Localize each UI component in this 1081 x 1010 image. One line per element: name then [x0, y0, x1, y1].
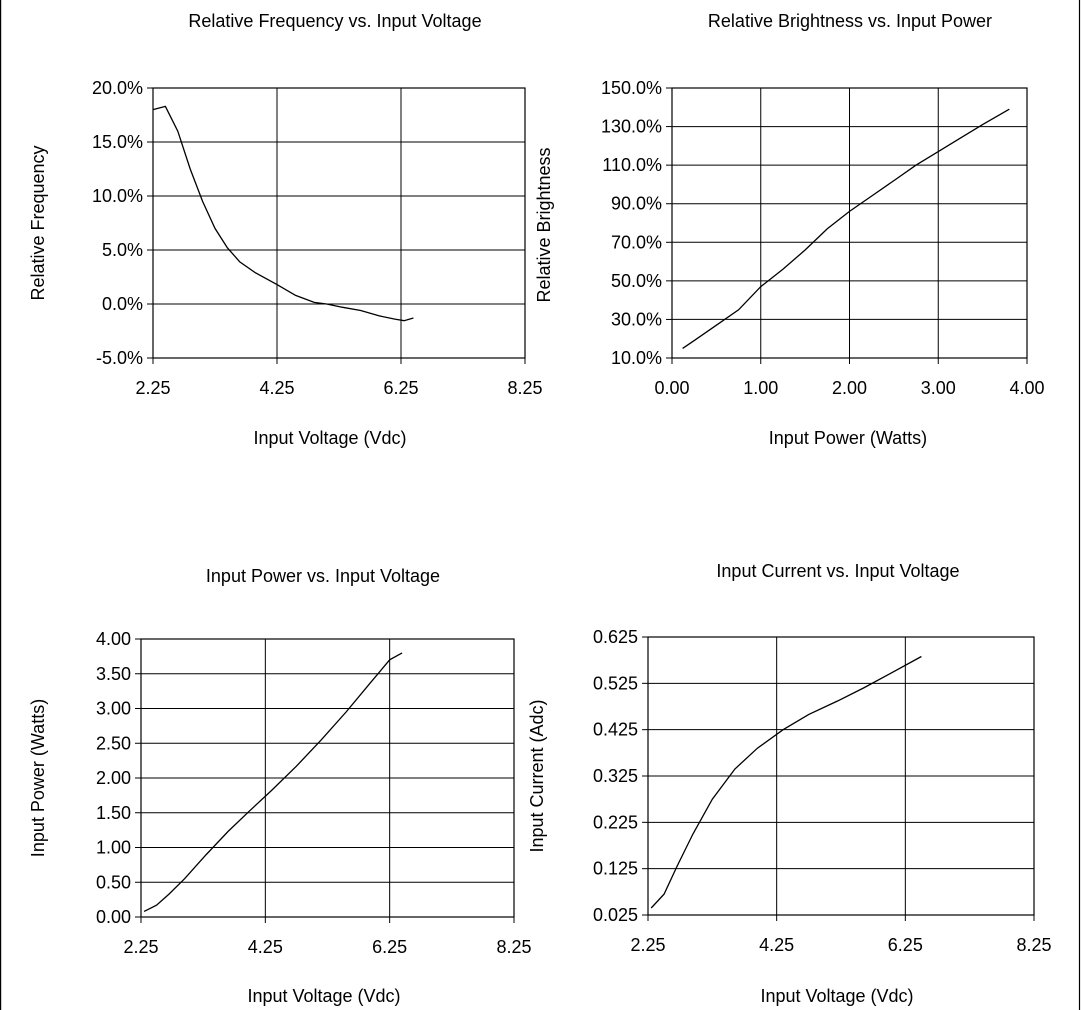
y-tick-label: 0.525	[593, 673, 638, 693]
y-tick-label: 0.0%	[102, 294, 143, 314]
y-axis-label: Relative Frequency	[28, 145, 48, 300]
data-line	[152, 105, 414, 322]
tick-marks	[135, 638, 515, 923]
y-tick-label: 0.00	[96, 907, 131, 927]
y-tick-label: 0.125	[593, 859, 638, 879]
chart-title: Input Power vs. Input Voltage	[206, 566, 440, 586]
tick-marks	[666, 87, 1028, 364]
x-axis-label: Input Voltage (Vdc)	[247, 986, 400, 1006]
y-tick-label: 2.00	[96, 768, 131, 788]
x-tick-labels: 2.25 4.25 6.25 8.25	[123, 937, 531, 957]
tick-marks	[147, 87, 526, 364]
y-tick-label: 1.00	[96, 838, 131, 858]
y-tick-label: 0.325	[593, 766, 638, 786]
y-tick-labels: 0.00 0.50 1.00 1.50 2.00 2.50 3.00 3.50 4.00	[96, 629, 131, 927]
data-line	[143, 652, 403, 912]
x-axis-label: Input Power (Watts)	[769, 428, 927, 448]
x-tick-labels: 0.00 1.00 2.00 3.00 4.00	[654, 378, 1044, 398]
x-axis-label: Input Voltage (Vdc)	[760, 986, 913, 1006]
y-tick-label: 130.0%	[601, 117, 662, 137]
y-tick-label: -5.0%	[96, 348, 143, 368]
y-tick-label: 90.0%	[611, 194, 662, 214]
y-tick-labels: 0.025 0.125 0.225 0.325 0.425 0.525 0.625	[593, 627, 638, 925]
x-tick-label: 0.00	[654, 378, 689, 398]
y-tick-label: 110.0%	[602, 155, 662, 175]
x-tick-label: 8.25	[1016, 935, 1051, 955]
y-tick-label: 10.0%	[611, 348, 662, 368]
x-tick-label: 4.25	[759, 935, 794, 955]
y-axis-label: Input Current (Adc)	[527, 699, 547, 852]
y-tick-label: 0.225	[593, 812, 638, 832]
x-tick-labels: 2.25 4.25 6.25 8.25	[135, 378, 542, 398]
y-tick-label: 70.0%	[611, 232, 662, 252]
data-line	[682, 108, 1010, 349]
x-tick-label: 2.25	[135, 378, 170, 398]
x-tick-label: 2.25	[123, 937, 158, 957]
x-tick-label: 4.00	[1009, 378, 1044, 398]
grid-lines	[140, 638, 515, 918]
x-tick-label: 6.25	[372, 937, 407, 957]
y-tick-label: 0.425	[593, 720, 638, 740]
x-axis-label: Input Voltage (Vdc)	[253, 428, 406, 448]
x-tick-label: 8.25	[507, 378, 542, 398]
plot-area-border	[152, 87, 526, 359]
y-tick-label: 3.50	[96, 664, 131, 684]
y-tick-label: 1.50	[96, 803, 131, 823]
y-tick-label: 50.0%	[611, 271, 662, 291]
x-tick-label: 2.00	[832, 378, 867, 398]
x-tick-label: 8.25	[496, 937, 531, 957]
data-line	[650, 655, 922, 909]
x-tick-labels: 2.25 4.25 6.25 8.25	[630, 935, 1051, 955]
y-tick-label: 2.50	[96, 733, 131, 753]
y-tick-label: 0.625	[593, 627, 638, 647]
x-tick-label: 3.00	[921, 378, 956, 398]
chart-title: Relative Brightness vs. Input Power	[708, 11, 992, 31]
y-tick-labels: 10.0% 30.0% 50.0% 70.0% 90.0% 110.0% 130.0% 150…	[601, 78, 662, 368]
input-current-chart: Input Current vs. Input Voltage 0.025 0.1…	[527, 561, 1052, 1006]
y-tick-label: 150.0%	[601, 78, 662, 98]
y-tick-label: 10.0%	[92, 186, 143, 206]
y-axis-label: Input Power (Watts)	[28, 699, 48, 857]
relative-frequency-chart: Relative Frequency vs. Input Voltage -5.…	[28, 11, 543, 448]
x-tick-label: 6.25	[888, 935, 923, 955]
x-tick-label: 4.25	[248, 937, 283, 957]
x-tick-label: 1.00	[743, 378, 778, 398]
chart-title: Input Current vs. Input Voltage	[716, 561, 959, 581]
x-tick-label: 4.25	[259, 378, 294, 398]
tick-marks	[642, 636, 1035, 921]
plot-area-border	[647, 636, 1035, 916]
plot-area-border	[671, 87, 1028, 359]
y-tick-label: 15.0%	[92, 132, 143, 152]
plot-area-border	[140, 638, 515, 918]
y-tick-label: 30.0%	[611, 309, 662, 329]
chart-title: Relative Frequency vs. Input Voltage	[188, 11, 481, 31]
y-tick-label: 3.00	[96, 699, 131, 719]
relative-brightness-chart: Relative Brightness vs. Input Power 10.0…	[534, 11, 1045, 448]
x-tick-label: 6.25	[383, 378, 418, 398]
x-tick-label: 2.25	[630, 935, 665, 955]
y-tick-label: 4.00	[96, 629, 131, 649]
grid-lines	[671, 87, 1028, 359]
y-tick-labels: -5.0% 0.0% 5.0% 10.0% 15.0% 20.0%	[92, 78, 143, 368]
y-tick-label: 0.50	[96, 872, 131, 892]
y-tick-label: 20.0%	[92, 78, 143, 98]
y-axis-label: Relative Brightness	[534, 147, 554, 302]
y-tick-label: 5.0%	[102, 240, 143, 260]
y-tick-label: 0.025	[593, 905, 638, 925]
input-power-chart: Input Power vs. Input Voltage 0.00 0.50 1.…	[28, 566, 532, 1006]
